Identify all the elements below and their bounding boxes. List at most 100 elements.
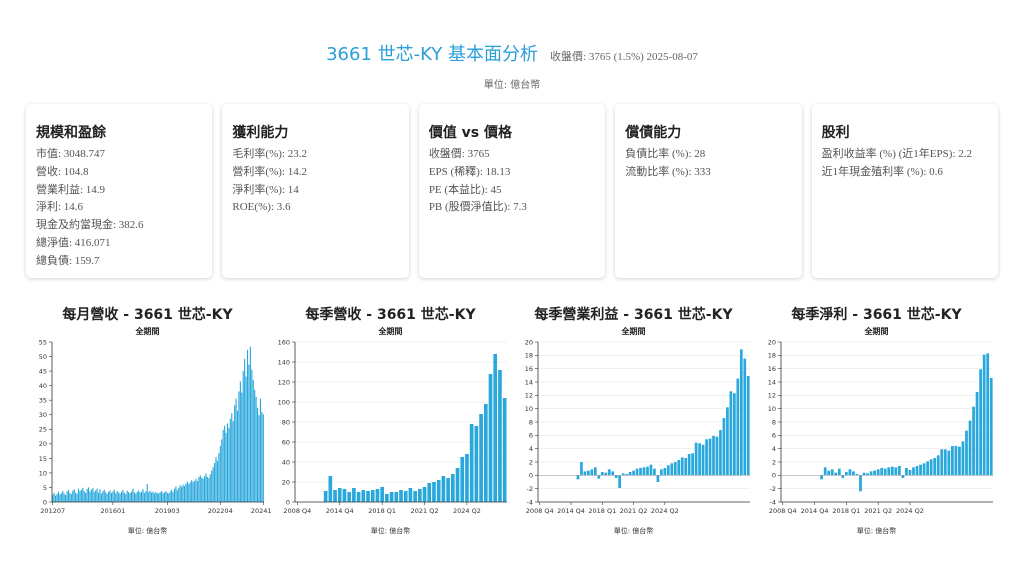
bar [218,453,220,502]
bar [380,487,384,502]
bar [82,487,84,502]
chart-subtitle: 全期間 [864,327,889,336]
bar [182,484,184,502]
bar [128,492,130,502]
bar [95,490,97,502]
y-tick-label: 8 [772,418,776,426]
bar [611,471,615,476]
bar [656,475,660,482]
chart-quarterly-revenue: 每季營收 - 3661 世芯-KY 全期間 0 20 40 60 80 100 120 140… [269,300,512,550]
bar [375,489,380,502]
bar [158,493,160,502]
bar [65,495,67,502]
bar [947,450,951,476]
bar [165,491,167,502]
bar [446,478,450,502]
y-tick-label: -2 [527,485,533,493]
bar [989,378,993,476]
bar [99,489,101,502]
bar [834,472,838,476]
chart-subtitle: 全期間 [621,327,646,336]
bar [347,492,352,502]
bar [248,364,250,502]
y-tick-label: 12 [525,392,533,400]
bar [198,477,200,502]
bar [436,480,441,502]
page-title: 3661 世芯-KY 基本面分析 [326,44,539,65]
bar [356,492,361,502]
x-tick-label: 2024 Q2 [651,507,679,515]
bar [52,494,54,502]
card-title: 規模和盈餘 [36,125,106,141]
card-item: PE (本益比): 45 [428,183,502,196]
y-tick-label: -4 [527,498,533,506]
bar [63,493,65,502]
bar [660,469,663,476]
bar [483,404,488,502]
card-item: 營利率(%): 14.2 [232,165,307,178]
bar [950,446,954,476]
y-tick-label: 10 [525,405,533,413]
page-header: 3661 世芯-KY 基本面分析 收盤價: 3765 (1.5%) 2025-0… [0,40,1024,91]
bar [587,470,590,476]
bar [256,407,259,502]
card-title: 股利 [821,125,850,141]
y-tick-label: 18 [525,352,533,360]
card-item: 現金及約當現金: 382.6 [36,219,144,232]
y-tick-label: 18 [768,352,776,360]
card-item: 盈利收益率 (%) (近1年EPS): 2.2 [821,148,972,160]
x-tick-label: 2008 Q4 [283,507,311,515]
x-tick-label: 201207 [40,507,65,515]
bar [639,468,642,476]
bar [958,446,961,476]
chart-title: 每月營收 - 3661 世芯-KY [62,307,233,323]
bar [214,463,216,502]
x-tick-label: 2014 Q4 [557,507,585,515]
bar [905,468,908,476]
bar [635,468,639,476]
bar [139,492,141,502]
bar [132,488,134,502]
bar [827,470,831,476]
y-tick-label: 80 [282,418,290,426]
bar [251,369,253,502]
x-tick-label: 2018 Q1 [588,507,616,515]
bar [163,492,166,502]
bar [173,488,176,502]
bar [614,475,618,478]
bar [155,491,157,502]
bar [219,445,221,502]
y-tick-label: 2 [772,458,776,466]
bar [153,493,155,502]
bar [100,493,102,502]
chart-quarterly-operating-income: 每季營業利益 - 3661 世芯-KY 全期間 -4 -2 0 2 4 6 8 10 12 14 1… [512,300,755,550]
card-title: 價值 vs 價格 [428,125,513,141]
bar [232,421,234,502]
bar [195,478,197,502]
bar [211,470,213,502]
chart-title: 每季營收 - 3661 世芯-KY [305,307,476,323]
bar [590,469,594,476]
bar [823,467,827,476]
y-tick-label: 140 [278,358,290,366]
bar [841,475,845,478]
bar [333,490,337,502]
bar [189,482,191,502]
y-tick-label: 5 [43,484,47,492]
bar [632,470,635,476]
bar [77,488,80,502]
y-tick-label: 6 [529,432,533,440]
bar [178,487,180,502]
bar [432,482,436,502]
bar [126,490,128,502]
bar [186,481,188,502]
chart-svg: -4 -2 0 2 4 6 8 10 12 14 16 18 20 2008 Q4 2014 Q4 2018 … [768,338,993,515]
card-title: 償債能力 [625,125,682,141]
bar [965,430,968,476]
bar [450,474,455,502]
bar [580,462,583,476]
card-item: 淨利率(%): 14 [232,183,299,196]
x-tick-label: 2021 Q2 [864,507,892,515]
y-tick-label: 0 [43,498,47,506]
y-tick-label: 25 [39,426,47,434]
